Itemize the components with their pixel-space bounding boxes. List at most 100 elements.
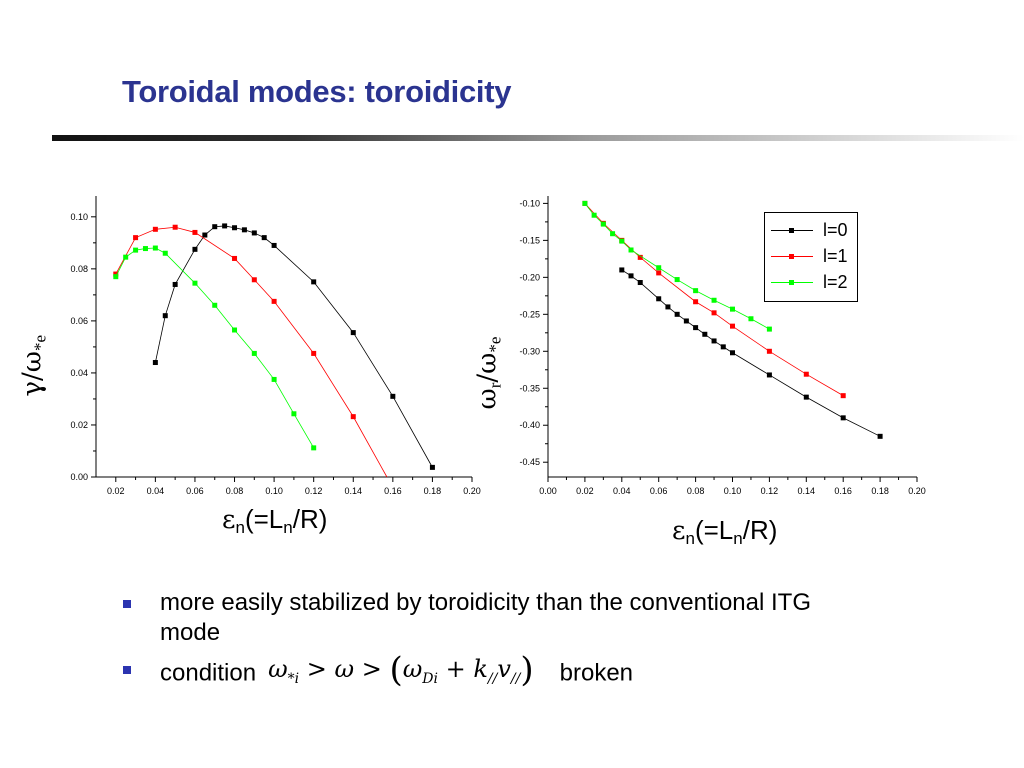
data-point-l=2 <box>600 221 606 227</box>
data-point-l=0 <box>766 372 772 378</box>
right-y-axis-label: ωr/ω*e <box>472 336 505 410</box>
data-point-l=0 <box>152 360 158 366</box>
data-point-l=2 <box>656 265 662 271</box>
data-point-l=2 <box>628 247 634 253</box>
y-tick-label: -0.20 <box>519 272 540 282</box>
data-point-l=1 <box>840 393 846 399</box>
data-point-l=0 <box>637 280 643 286</box>
y-tick-label: -0.35 <box>519 383 540 393</box>
data-point-l=0 <box>840 415 846 421</box>
data-point-l=0 <box>619 267 625 273</box>
data-point-l=1 <box>113 271 119 277</box>
x-tick-label: 0.10 <box>724 486 742 496</box>
data-point-l=1 <box>711 310 717 316</box>
data-point-l=2 <box>674 277 680 283</box>
bullet-text: more easily stabilized by toroidicity th… <box>160 589 811 646</box>
data-point-l=0 <box>311 279 317 285</box>
data-point-l=2 <box>748 316 754 322</box>
data-point-l=1 <box>766 348 772 354</box>
data-point-l=0 <box>720 344 726 350</box>
data-point-l=0 <box>674 311 680 317</box>
data-point-l=2 <box>591 212 597 218</box>
y-tick-label: 0.00 <box>70 472 88 482</box>
x-tick-label: 0.02 <box>576 486 594 496</box>
x-tick-label: 0.18 <box>871 486 889 496</box>
data-point-l=1 <box>232 255 238 261</box>
left-y-axis-label: γ/ω*e <box>17 334 50 397</box>
x-tick-label: 0.20 <box>463 486 481 496</box>
data-point-l=2 <box>711 297 717 303</box>
x-tick-label: 0.02 <box>107 486 125 496</box>
data-point-l=1 <box>693 299 699 305</box>
data-point-l=1 <box>192 229 198 235</box>
x-tick-label: 0.18 <box>424 486 442 496</box>
x-tick-label: 0.16 <box>834 486 852 496</box>
y-tick-label: 0.02 <box>70 420 88 430</box>
x-tick-label: 0.08 <box>687 486 705 496</box>
x-tick-label: 0.06 <box>650 486 668 496</box>
bullet-marker <box>123 666 131 674</box>
condition-formula: ω*i > ω > (ωDi + k//v//) <box>268 650 534 690</box>
data-point-l=1 <box>133 235 139 241</box>
data-point-l=1 <box>803 371 809 377</box>
x-tick-label: 0.10 <box>265 486 283 496</box>
data-point-l=0 <box>702 331 708 337</box>
legend-item-l1: l=1 <box>765 246 857 268</box>
data-point-l=0 <box>656 296 662 302</box>
left-x-axis-label: εn(=Ln/R) <box>222 504 328 537</box>
data-point-l=0 <box>232 225 238 231</box>
data-point-l=0 <box>192 246 198 252</box>
data-point-l=0 <box>683 318 689 324</box>
data-point-l=0 <box>222 223 228 229</box>
data-point-l=2 <box>251 350 257 356</box>
data-point-l=0 <box>711 338 717 344</box>
data-point-l=1 <box>637 254 643 260</box>
x-tick-label: 0.20 <box>908 486 926 496</box>
data-point-l=2 <box>730 306 735 312</box>
data-point-l=0 <box>693 325 699 331</box>
y-tick-label: -0.25 <box>519 309 540 319</box>
bullet-text: broken <box>559 659 634 687</box>
data-point-l=2 <box>133 247 139 253</box>
data-point-l=0 <box>429 464 435 470</box>
data-point-l=0 <box>803 394 809 400</box>
data-point-l=2 <box>232 327 238 333</box>
data-point-l=1 <box>730 323 735 329</box>
x-tick-label: 0.14 <box>798 486 816 496</box>
data-point-l=2 <box>142 246 148 252</box>
y-tick-label: -0.40 <box>519 420 540 430</box>
data-point-l=0 <box>162 313 168 319</box>
data-point-l=2 <box>123 254 129 260</box>
right-x-axis-label: εn(=Ln/R) <box>672 515 778 548</box>
data-point-l=0 <box>172 281 178 287</box>
data-point-l=2 <box>212 302 218 308</box>
bullet-list: more easily stabilized by toroidicity th… <box>120 588 820 694</box>
series-line-l=0 <box>621 269 881 437</box>
x-tick-label: 0.04 <box>147 486 165 496</box>
y-tick-label: 0.06 <box>70 316 88 326</box>
data-point-l=2 <box>192 280 198 286</box>
x-tick-label: 0.12 <box>305 486 323 496</box>
y-tick-label: 0.04 <box>70 368 88 378</box>
data-point-l=0 <box>665 304 671 310</box>
legend-marker <box>789 228 794 233</box>
bullet-text: condition <box>160 659 257 687</box>
data-point-l=0 <box>350 330 356 336</box>
bullet-item: condition ω*i > ω > (ωDi + k//v//) broken <box>120 650 820 694</box>
data-point-l=1 <box>656 270 662 276</box>
y-tick-label: 0.10 <box>70 212 88 222</box>
data-point-l=2 <box>766 326 772 332</box>
legend-label: l=1 <box>823 246 848 266</box>
y-tick-label: -0.15 <box>519 235 540 245</box>
x-tick-label: 0.08 <box>226 486 244 496</box>
x-tick-label: 0.04 <box>613 486 631 496</box>
data-point-l=2 <box>162 250 168 256</box>
data-point-l=0 <box>730 350 735 356</box>
data-point-l=0 <box>241 227 247 233</box>
data-point-l=2 <box>582 200 588 206</box>
data-point-l=0 <box>877 433 883 439</box>
bullet-marker <box>123 600 131 608</box>
y-tick-label: 0.08 <box>70 264 88 274</box>
data-point-l=2 <box>610 231 616 237</box>
chart-legend: l=0 l=1 l=2 <box>764 212 858 302</box>
